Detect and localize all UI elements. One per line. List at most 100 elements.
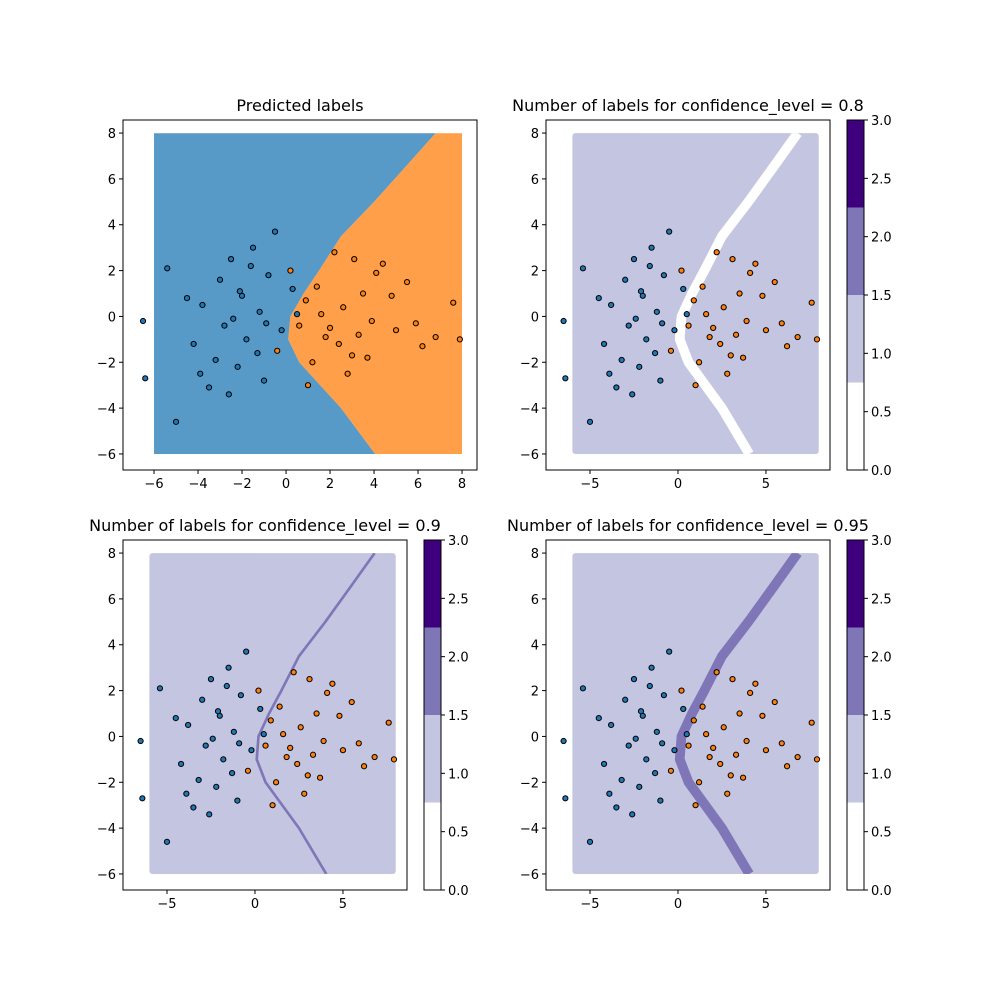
point — [456, 336, 463, 343]
y-tick-label: −6 — [97, 448, 116, 463]
point — [234, 363, 241, 370]
y-tick-label: 6 — [108, 173, 116, 188]
y-tick-label: 4 — [108, 639, 116, 654]
point — [813, 336, 821, 343]
point — [762, 327, 770, 334]
x-tick-label: 5 — [762, 897, 770, 912]
point — [206, 811, 213, 818]
colorbar-segment — [424, 715, 441, 803]
point — [637, 708, 645, 715]
colorbar-segment — [847, 715, 864, 803]
point — [289, 285, 296, 293]
region — [149, 553, 396, 874]
x-tick-label: −6 — [144, 477, 163, 492]
point — [272, 779, 280, 786]
point — [630, 256, 638, 263]
colorbar-tick-label: 0.0 — [871, 884, 892, 899]
point — [680, 705, 687, 713]
point — [778, 740, 785, 747]
colorbar-tick-label: 2.0 — [871, 651, 892, 666]
point — [195, 776, 202, 784]
point — [225, 391, 232, 398]
point — [636, 783, 643, 790]
point — [732, 331, 740, 338]
point — [692, 802, 699, 809]
point — [177, 760, 185, 768]
chart-title: Number of labels for confidence_level = … — [89, 516, 441, 536]
point — [248, 747, 255, 754]
colorbar-tick-label: 0.5 — [448, 826, 469, 841]
point — [271, 228, 279, 235]
point — [606, 370, 613, 377]
point — [344, 370, 351, 377]
colorbar-tick-label: 2.0 — [871, 231, 892, 246]
point — [199, 696, 206, 703]
point — [185, 721, 192, 729]
point — [220, 756, 227, 763]
axes-frame — [122, 119, 478, 471]
colorbar-tick-label: 1.0 — [448, 767, 469, 782]
point — [562, 795, 569, 802]
y-tick-label: 0 — [108, 730, 116, 745]
x-tick-label: −5 — [580, 897, 599, 912]
point — [667, 347, 675, 354]
point — [163, 838, 171, 845]
point — [759, 712, 766, 719]
point — [309, 751, 317, 758]
point — [632, 315, 639, 322]
point — [692, 382, 699, 389]
point — [736, 290, 743, 297]
point — [392, 327, 400, 334]
point — [586, 418, 594, 425]
x-tick-label: 0 — [282, 477, 290, 492]
point — [783, 343, 791, 350]
point — [212, 356, 219, 364]
point — [637, 288, 645, 295]
point — [600, 340, 608, 348]
point — [680, 285, 687, 293]
point — [759, 292, 766, 299]
x-tick-label: −4 — [188, 477, 207, 492]
y-tick-label: −6 — [520, 868, 539, 883]
point — [729, 256, 736, 263]
point — [172, 418, 180, 425]
point — [600, 760, 608, 768]
point — [373, 269, 380, 276]
colorbar-segment — [424, 627, 441, 715]
chart-title: Number of labels for confidence_level = … — [507, 516, 869, 536]
point — [608, 721, 615, 729]
point — [318, 311, 325, 318]
x-tick-label: 5 — [339, 897, 347, 912]
point — [710, 744, 717, 751]
point — [690, 717, 697, 724]
point — [613, 384, 620, 391]
point — [237, 692, 244, 699]
x-tick-label: 0 — [674, 897, 682, 912]
y-tick-label: −2 — [97, 776, 116, 791]
point — [379, 260, 386, 267]
point — [247, 262, 254, 270]
point — [234, 797, 241, 804]
point — [254, 350, 261, 357]
y-tick-label: 4 — [531, 219, 539, 234]
point — [710, 324, 717, 331]
point — [355, 331, 362, 338]
point — [595, 294, 602, 302]
point — [326, 324, 334, 331]
point — [706, 333, 713, 341]
point — [678, 687, 685, 694]
point — [207, 676, 215, 683]
point — [276, 703, 283, 710]
point — [695, 779, 703, 786]
y-tick-label: 6 — [108, 593, 116, 608]
x-tick-label: 5 — [762, 477, 770, 492]
point — [794, 753, 801, 761]
colorbar-tick-label: 3.0 — [871, 534, 892, 549]
colorbar-tick-label: 0.0 — [448, 884, 469, 899]
point — [783, 763, 791, 770]
point — [287, 744, 294, 751]
point — [703, 731, 710, 738]
point — [606, 790, 613, 797]
colorbar-tick-label: 2.5 — [871, 592, 892, 607]
y-tick-label: −6 — [97, 868, 116, 883]
